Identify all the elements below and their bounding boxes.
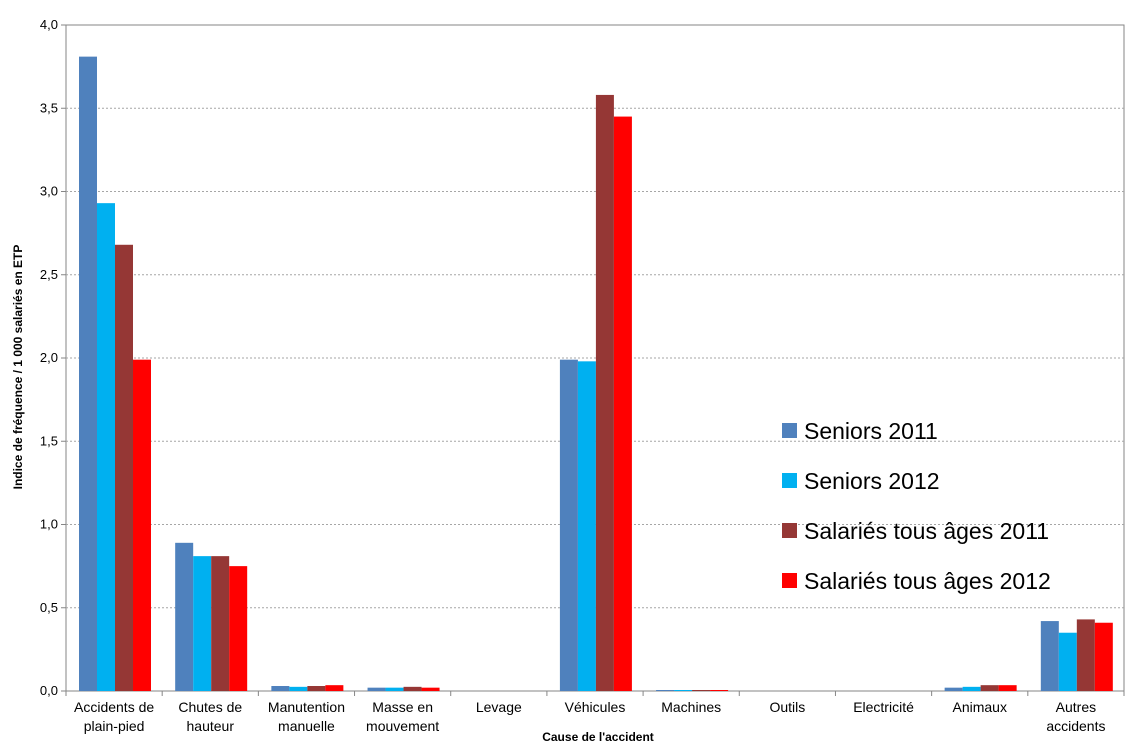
legend-label: Salariés tous âges 2012 [804, 568, 1051, 594]
bar [595, 94, 614, 692]
bar [1058, 632, 1077, 691]
bar [79, 56, 97, 691]
legend-label: Salariés tous âges 2011 [804, 518, 1049, 544]
bar [403, 686, 422, 691]
bar [367, 687, 386, 691]
bar [193, 556, 212, 691]
bar [944, 687, 963, 691]
category-label: Outils [769, 699, 805, 715]
category-label: Autres [1056, 699, 1096, 715]
bar [998, 685, 1017, 691]
category-label: Animaux [952, 699, 1006, 715]
bar [115, 244, 133, 691]
bar [1040, 621, 1059, 691]
category-label: plain-pied [84, 718, 145, 734]
bar [980, 685, 999, 691]
bar [577, 361, 596, 691]
bar [1094, 622, 1113, 691]
y-tick-label: 0,0 [40, 683, 58, 698]
legend-swatch [782, 473, 797, 488]
category-label: hauteur [187, 718, 235, 734]
legend-swatch [782, 573, 797, 588]
legend-label: Seniors 2011 [804, 418, 938, 444]
category-label: Levage [476, 699, 522, 715]
category-label: accidents [1046, 718, 1105, 734]
y-tick-label: 3,5 [40, 100, 58, 115]
category-label: Manutention [268, 699, 345, 715]
y-tick-label: 1,0 [40, 517, 58, 532]
legend: Seniors 2011 Seniors 2012 Salariés tous âg… [782, 418, 1051, 594]
bar [962, 686, 981, 691]
bar [175, 542, 194, 691]
category-label: Chutes de [178, 699, 242, 715]
y-tick-label: 2,0 [40, 350, 58, 365]
axes: 0,0 0,5 1,0 1,5 2,0 2,5 3,0 3,5 4,0 Accidents de p… [40, 17, 1125, 734]
bar [710, 690, 729, 691]
y-tick-label: 0,5 [40, 600, 58, 615]
bar [289, 686, 308, 691]
bar [307, 686, 326, 691]
y-tick-label: 1,5 [40, 433, 58, 448]
bar [613, 116, 632, 691]
category-label: mouvement [366, 718, 439, 734]
bar [325, 685, 344, 691]
bar [211, 556, 230, 691]
category-label: Masse en [372, 699, 433, 715]
bar [133, 359, 151, 691]
bars [79, 56, 1113, 692]
bar [559, 359, 578, 691]
bar [421, 687, 440, 691]
y-axis-title: Indice de fréquence / 1 000 salariés en … [11, 245, 25, 490]
legend-swatch [782, 423, 797, 438]
x-axis-title: Cause de l'accident [542, 730, 654, 744]
legend-label: Seniors 2012 [804, 468, 940, 494]
category-label: Accidents de [74, 699, 154, 715]
bar [656, 690, 675, 691]
bar [229, 566, 248, 691]
y-tick-label: 3,0 [40, 184, 58, 199]
category-label: Electricité [853, 699, 914, 715]
bar [692, 690, 711, 691]
legend-swatch [782, 523, 797, 538]
category-label: Véhicules [565, 699, 626, 715]
y-tick-label: 4,0 [40, 17, 58, 32]
bar [674, 690, 693, 691]
category-label: Machines [661, 699, 721, 715]
bar [385, 687, 404, 691]
bar [97, 203, 115, 691]
bar [1076, 619, 1095, 691]
category-label: manuelle [278, 718, 335, 734]
bar [271, 686, 290, 691]
y-tick-label: 2,5 [40, 267, 58, 282]
